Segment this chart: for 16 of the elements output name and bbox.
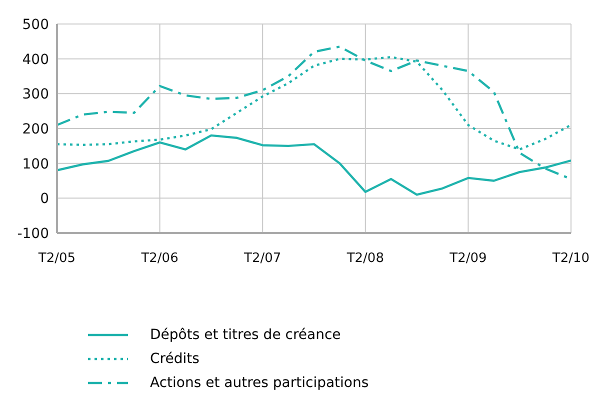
y-tick-label: 300 [22,86,49,103]
y-tick-label: -100 [17,226,49,242]
y-tick-label: 0 [40,191,49,208]
y-tick-label: 400 [22,52,49,68]
x-tick-label: T2/05 [37,251,76,266]
legend-label: Crédits [150,351,200,367]
y-tick-label: 100 [22,156,49,172]
x-tick-label: T2/08 [346,251,384,266]
x-tick-label: T2/09 [448,251,487,266]
y-tick-label: 200 [22,121,49,138]
legend-label: Dépôts et titres de créance [150,327,341,343]
x-tick-label: T2/10 [551,251,590,266]
x-tick-label: T2/07 [243,251,282,266]
legend-label: Actions et autres participations [150,375,369,391]
y-tick-label: 500 [22,16,49,33]
x-tick-label: T2/06 [140,251,178,266]
